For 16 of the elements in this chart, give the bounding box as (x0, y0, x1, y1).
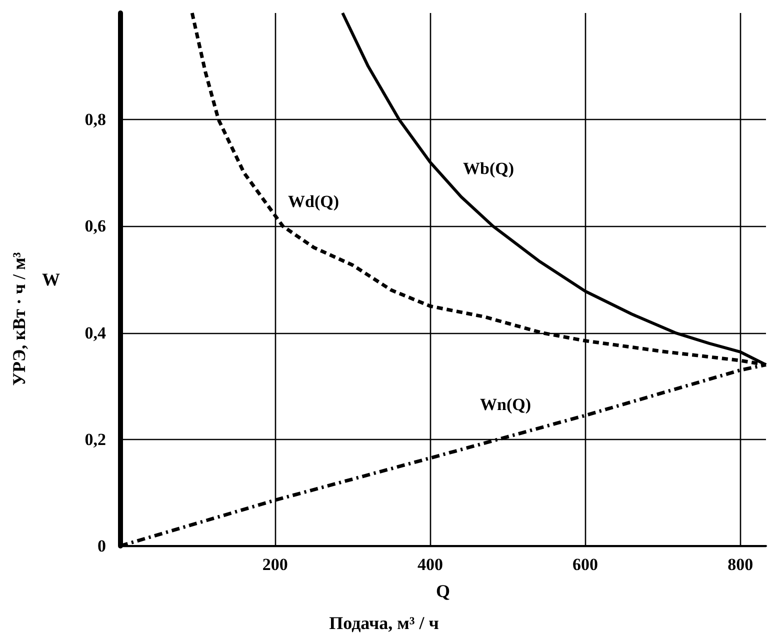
annotation: Wb(Q) (463, 159, 514, 178)
x-tick-label: 600 (572, 555, 598, 574)
x-tick-label: 200 (262, 555, 288, 574)
annotation: Wd(Q) (288, 192, 339, 211)
x-axis-title: Q (436, 581, 450, 601)
x-tick-label: 800 (728, 555, 754, 574)
y-tick-label: 0,4 (84, 323, 106, 342)
y-tick-label: 0,8 (84, 110, 106, 130)
text: УРЭ, кВт · ч / м³ (9, 252, 29, 386)
annotation: Wn(Q) (480, 395, 531, 414)
y-tick-label: 0 (98, 536, 106, 556)
y-tick-label: 0,2 (84, 430, 106, 449)
x-tick-label: 400 (417, 555, 443, 574)
text: Подача, м³ / ч (329, 613, 439, 633)
y-tick-label: 0,6 (84, 216, 106, 236)
y-axis-title: W (42, 270, 60, 290)
